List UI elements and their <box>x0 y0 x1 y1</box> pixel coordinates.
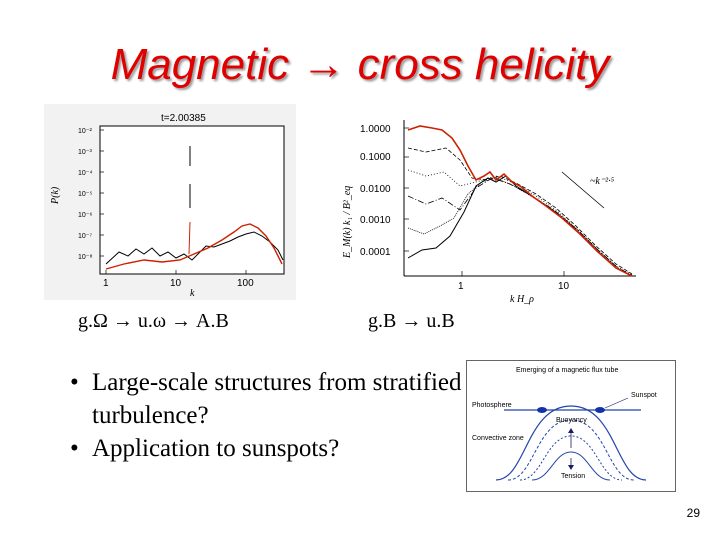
bullet-item-2: Application to sunspots? <box>70 432 482 465</box>
figure-title: Emerging of a magnetic flux tube <box>516 367 618 374</box>
right-series-dashed-1 <box>407 147 633 275</box>
sunspot-right-icon <box>595 407 605 413</box>
right-spectrum-plot: E_M(k) k₁ / B²_eq 1.0000 0.1000 0.0100 0… <box>342 120 636 305</box>
right-plot-tickmarks <box>404 127 565 276</box>
right-xtick-1: 1 <box>458 281 464 292</box>
right-series-solid-black <box>407 175 633 277</box>
left-ytick-5: 10⁻⁶ <box>78 212 92 219</box>
title-suffix: cross helicity <box>345 40 610 89</box>
right-ytick-2: 0.1000 <box>360 152 391 163</box>
right-plot-caption: g.B → u.B <box>368 310 455 332</box>
left-ytick-1: 10⁻² <box>78 128 92 135</box>
slide-number: 29 <box>686 506 700 520</box>
left-plot-tickmarks <box>100 129 247 274</box>
tension-arrowhead-icon <box>568 465 574 470</box>
flux-arch-inner <box>519 435 623 481</box>
left-xtick-2: 10 <box>170 278 182 289</box>
left-ytick-7: 10⁻⁸ <box>78 254 92 261</box>
left-ytick-2: 10⁻³ <box>78 149 92 156</box>
left-spike-red <box>188 221 191 255</box>
left-ytick-6: 10⁻⁷ <box>78 233 92 240</box>
right-series-dotted-2 <box>407 177 633 277</box>
title-prefix: Magnetic <box>110 40 302 89</box>
left-xtick-3: 100 <box>237 278 254 289</box>
sunspot-label: Sunspot <box>631 392 657 399</box>
right-plot-xlabel: k H_ρ <box>510 294 534 305</box>
right-xtick-2: 10 <box>558 281 570 292</box>
left-plot-frame <box>99 125 285 275</box>
buoyancy-label: Buoyancy <box>556 417 587 424</box>
buoyancy-arrowhead-icon <box>568 428 574 433</box>
left-plot-xlabel: k <box>190 288 195 299</box>
right-plot-xticks: 1 10 <box>458 281 570 292</box>
right-ytick-1: 1.0000 <box>360 124 391 135</box>
right-ytick-5: 0.0001 <box>360 247 391 258</box>
left-xtick-1: 1 <box>103 278 109 289</box>
right-arrow-icon: → <box>301 40 346 89</box>
right-ytick-3: 0.0100 <box>360 184 391 195</box>
left-ytick-4: 10⁻⁵ <box>78 191 92 198</box>
left-spectrum-plot: t=2.00385 P(k) 10⁻² 10⁻³ 10⁻⁴ 10⁻⁵ 10⁻⁶ … <box>44 104 296 300</box>
tension-label: Tension <box>561 473 585 480</box>
figure-frame <box>466 360 676 492</box>
right-series-red <box>407 125 633 277</box>
flux-tube-figure: Emerging of a magnetic flux tube Sunspot… <box>466 360 676 492</box>
right-series-dashdot <box>407 177 633 276</box>
left-series-red <box>105 223 283 270</box>
bullet-item-1: Large-scale structures from stratified t… <box>70 366 482 432</box>
sunspot-pointer <box>604 397 629 409</box>
right-ytick-4: 0.0010 <box>360 215 391 226</box>
left-ytick-3: 10⁻⁴ <box>78 170 93 177</box>
left-plot-ylabel: P(k) <box>50 186 61 205</box>
right-plot-ylabel: E_M(k) k₁ / B²_eq <box>342 186 353 259</box>
flux-arch-core <box>531 451 611 481</box>
left-plot-caption: g.Ω → u.ω → A.B <box>78 310 229 332</box>
bullet-list: Large-scale structures from stratified t… <box>70 366 482 465</box>
flux-arch-outer <box>495 405 647 481</box>
photosphere-label: Photosphere <box>472 402 512 409</box>
flux-arch-middle <box>507 419 635 481</box>
right-slope-label: ~k⁻²·⁵ <box>590 176 615 187</box>
left-plot-xticks: 1 10 100 <box>103 278 254 289</box>
left-plot-time-label: t=2.00385 <box>161 113 206 124</box>
convective-zone-label: Convective zone <box>472 435 524 442</box>
right-plot-yticks: 1.0000 0.1000 0.0100 0.0010 0.0001 <box>360 124 391 258</box>
right-slope-guide <box>561 171 605 209</box>
left-plot-yticks: 10⁻² 10⁻³ 10⁻⁴ 10⁻⁵ 10⁻⁶ 10⁻⁷ 10⁻⁸ <box>78 128 93 261</box>
sunspot-left-icon <box>537 407 547 413</box>
slide-title: Magnetic → cross helicity <box>0 40 720 90</box>
